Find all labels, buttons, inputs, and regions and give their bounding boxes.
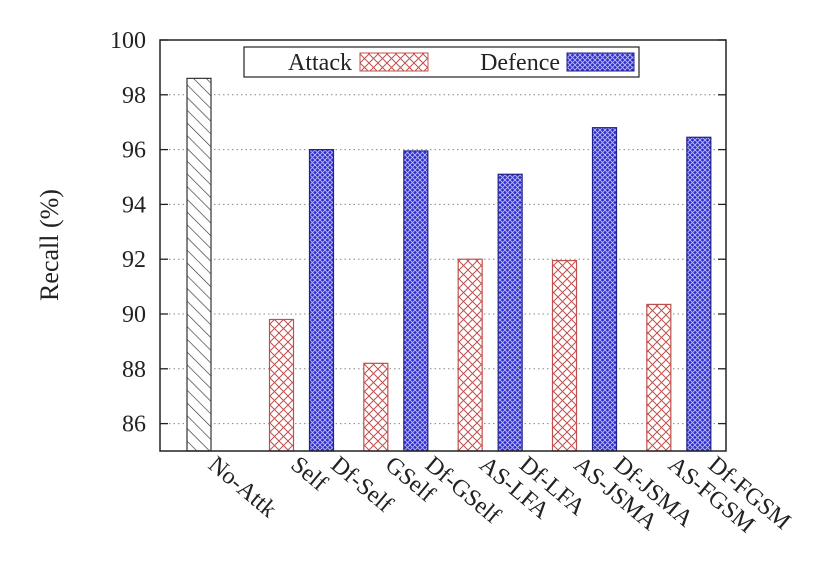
bar-gself [363, 362, 389, 452]
bar-df-lfa [497, 173, 523, 452]
legend-swatch-defence [566, 52, 635, 72]
y-tick-label: 86 [122, 412, 146, 438]
y-tick-label: 96 [122, 138, 146, 164]
y-tick-label: 94 [122, 192, 146, 218]
x-tick-label: No-Attk [203, 452, 281, 523]
y-tick-label: 100 [110, 28, 146, 54]
bar-as-lfa [457, 258, 483, 452]
grid-lines [160, 94, 726, 425]
legend-label-attack: Attack [288, 50, 352, 76]
y-tick-label: 90 [122, 302, 146, 328]
y-axis: 86 88 90 92 94 96 98 100 [110, 28, 726, 438]
x-axis: No-Attk SelfDf-SelfGSelfDf-GSelfAS-LFADf-… [203, 452, 795, 539]
bar-self [268, 318, 295, 452]
bar-df-jsma [591, 127, 618, 452]
legend: Attack Defence [243, 46, 640, 78]
legend-label-defence: Defence [480, 50, 560, 76]
bar-df-gself [403, 150, 429, 452]
bar-df-self [308, 149, 335, 452]
y-tick-label: 88 [122, 357, 146, 383]
x-tick-label: Self [286, 452, 332, 497]
bar-no-attk [186, 77, 212, 452]
legend-swatch-attack [359, 52, 429, 72]
y-tick-label: 92 [122, 247, 146, 273]
plot-frame [159, 39, 727, 452]
bar-df-fgsm [686, 136, 712, 452]
bar-as-jsma [551, 259, 578, 452]
y-axis-title: Recall (%) [35, 189, 64, 301]
x-tick-label: Df-Self [326, 452, 398, 518]
bars [186, 77, 712, 452]
bar-as-fgsm [646, 303, 672, 452]
y-tick-label: 98 [122, 83, 146, 109]
